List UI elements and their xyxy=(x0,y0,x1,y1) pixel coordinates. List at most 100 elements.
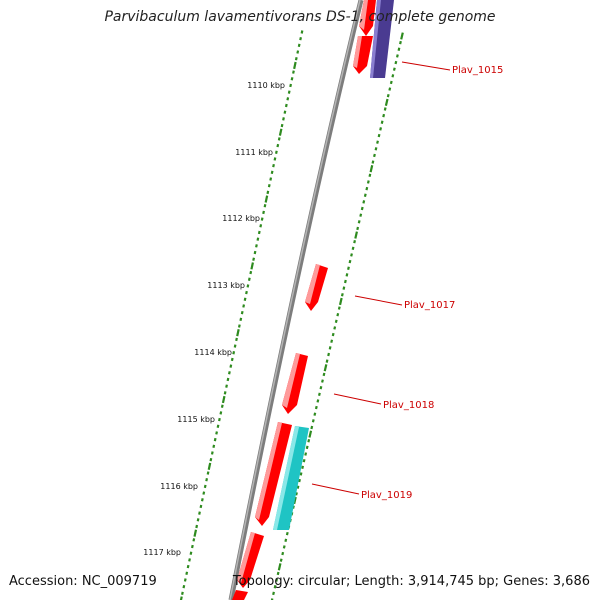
scale-tick-major xyxy=(338,297,343,306)
scale-tick-minor xyxy=(388,87,392,91)
gene-arrow-forward[interactable] xyxy=(359,0,376,36)
scale-tick-minor xyxy=(298,478,301,483)
scale-label: 1113 kbp xyxy=(207,281,245,290)
scale-tick-major xyxy=(207,462,212,471)
scale-tick-minor xyxy=(200,498,204,502)
scale-tick-minor xyxy=(182,584,186,589)
scale-tick-minor xyxy=(229,364,233,368)
scale-tick-minor xyxy=(396,54,399,58)
gene-arrow-reverse-cyan[interactable] xyxy=(273,426,309,530)
scale-tick-minor xyxy=(209,457,213,462)
scale-tick-major xyxy=(400,32,404,40)
scale-tick-minor xyxy=(318,392,321,397)
gene-label-plav-1015[interactable]: Plav_1015 xyxy=(452,65,503,76)
gene-arrow-forward[interactable] xyxy=(237,532,264,588)
scale-label: 1115 kbp xyxy=(177,415,215,424)
scale-tick-minor xyxy=(366,180,370,184)
scale-tick-minor xyxy=(296,50,300,54)
scale-label: 1110 kbp xyxy=(247,81,285,90)
scale-tick-minor xyxy=(300,30,304,34)
scale-tick-minor xyxy=(246,284,250,288)
scale-tick-minor xyxy=(189,551,193,555)
scale-tick-minor xyxy=(220,404,224,408)
scale-label: 1111 kbp xyxy=(235,148,273,157)
scale-tick-minor xyxy=(336,312,340,317)
scale-tick-minor xyxy=(289,83,293,88)
scale-tick-minor xyxy=(210,451,214,455)
gene-arrow-plav-1019[interactable] xyxy=(255,422,292,526)
genes-layer xyxy=(232,0,394,600)
scale-tick-major xyxy=(369,165,374,173)
gene-arrow-reverse-purple[interactable] xyxy=(370,0,394,78)
scale-tick-minor xyxy=(181,591,184,596)
scale-tick-minor xyxy=(232,351,236,355)
gene-arrow-plav-1017[interactable] xyxy=(305,264,328,311)
scale-tick-minor xyxy=(255,244,258,248)
scale-tick-minor xyxy=(331,332,335,337)
scale-tick-major xyxy=(221,395,226,404)
scale-tick-minor xyxy=(203,484,207,489)
scale-tick-minor xyxy=(195,524,199,529)
scale-tick-minor xyxy=(311,419,315,423)
scale-tick-minor xyxy=(316,399,320,403)
scale-tick-minor xyxy=(256,237,260,241)
scale-tick-minor xyxy=(263,204,267,208)
scale-tick-minor xyxy=(199,504,203,509)
gene-arrow-forward[interactable] xyxy=(232,590,248,600)
scale-tick-minor xyxy=(294,57,298,61)
scale-tick-minor xyxy=(359,213,363,217)
scale-tick-minor xyxy=(212,444,216,449)
scale-tick-major xyxy=(179,596,183,600)
gene-arrow-plav-1018[interactable] xyxy=(282,353,308,414)
scale-tick-minor xyxy=(273,585,277,589)
scale-tick-minor xyxy=(376,140,379,144)
scale-tick-minor xyxy=(272,163,275,168)
scale-tick-minor xyxy=(206,471,210,475)
scale-tick-minor xyxy=(286,97,290,101)
scale-tick-minor xyxy=(371,160,375,164)
scale-tick-minor xyxy=(281,551,285,556)
scale-dots-inner xyxy=(270,32,404,600)
scale-tick-minor xyxy=(275,578,278,582)
scale-tick-minor xyxy=(270,170,274,175)
page-title: Parvibaculum lavamentivorans DS-1, compl… xyxy=(104,9,496,25)
scale-tick-minor xyxy=(322,372,326,377)
gene-label-plav-1019[interactable]: Plav_1019 xyxy=(361,490,412,501)
scale-tick-minor xyxy=(245,290,248,295)
scale-tick-minor xyxy=(235,337,238,342)
scale-tick-minor xyxy=(374,147,378,151)
scale-tick-minor xyxy=(340,293,344,297)
scale-tick-minor xyxy=(198,511,201,515)
scale-tick-minor xyxy=(282,117,285,121)
scale-tick-minor xyxy=(188,558,191,562)
scale-tick-minor xyxy=(399,40,402,45)
scale-tick-minor xyxy=(260,217,264,221)
scale-tick-minor xyxy=(259,224,263,228)
scale-tick-minor xyxy=(219,411,223,415)
scale-tick-minor xyxy=(389,80,393,85)
scale-tick-minor xyxy=(284,103,288,108)
scale-tick-minor xyxy=(391,74,395,78)
scale-tick-minor xyxy=(351,246,355,251)
genome-summary-text: Topology: circular; Length: 3,914,745 bp… xyxy=(232,574,590,589)
scale-tick-minor xyxy=(321,379,324,383)
scale-tick-minor xyxy=(216,424,220,428)
scale-tick-minor xyxy=(297,43,301,48)
scale-tick-minor xyxy=(365,186,369,191)
scale-tick-minor xyxy=(380,120,384,124)
scale-tick-minor xyxy=(325,359,329,363)
scale-tick-minor xyxy=(253,250,257,255)
scale-tick-major xyxy=(384,98,389,107)
gene-label-plav-1017[interactable]: Plav_1017 xyxy=(404,300,455,311)
gene-label-plav-1018[interactable]: Plav_1018 xyxy=(383,400,434,411)
scale-tick-minor xyxy=(345,273,349,277)
scale-tick-minor xyxy=(304,452,308,456)
scale-tick-minor xyxy=(196,518,200,522)
scale-tick-minor xyxy=(243,297,247,301)
scale-tick-minor xyxy=(397,47,401,51)
gene-arrow-plav-1015[interactable] xyxy=(353,36,373,74)
scale-tick-minor xyxy=(267,183,271,188)
scale-tick-minor xyxy=(328,346,332,350)
scale-tick-minor xyxy=(360,206,364,211)
scale-tick-minor xyxy=(319,385,323,390)
